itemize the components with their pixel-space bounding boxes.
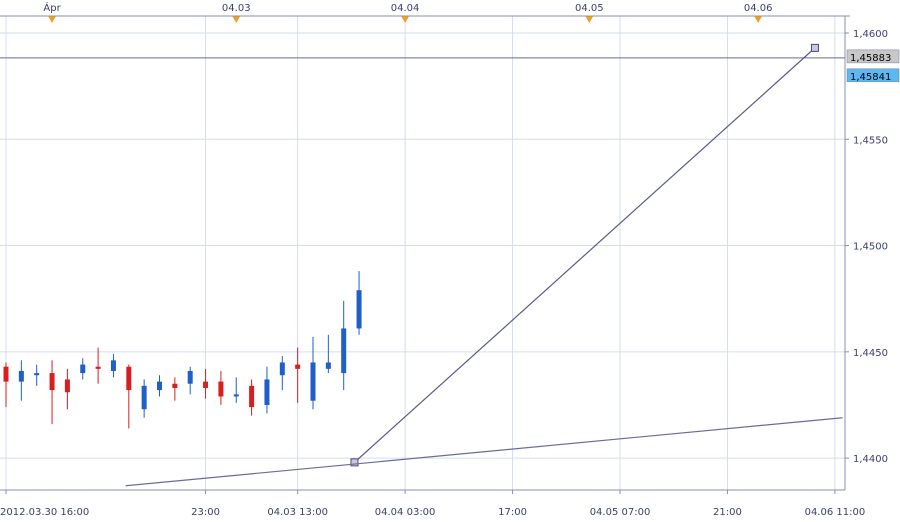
trendline-handle bbox=[810, 43, 819, 52]
candle-body bbox=[95, 366, 101, 369]
axes bbox=[0, 15, 850, 494]
candle-body bbox=[279, 362, 285, 376]
day-marker-triangle bbox=[48, 16, 57, 23]
price-tick-label: 1,4450 bbox=[853, 348, 888, 359]
candle-body bbox=[249, 385, 255, 408]
candle-body bbox=[49, 373, 55, 391]
day-marker-label: 04.06 bbox=[744, 3, 773, 14]
price-badge-text: 1,45883 bbox=[850, 53, 891, 64]
time-tick-label: 04.03 13:00 bbox=[267, 507, 328, 518]
day-marker-triangle bbox=[401, 16, 410, 23]
candle-body bbox=[141, 385, 147, 410]
trendline-handle bbox=[350, 458, 359, 467]
day-marker-triangle bbox=[585, 16, 594, 23]
candle-body bbox=[34, 373, 40, 376]
price-tick-label: 1,4400 bbox=[853, 454, 888, 465]
time-tick-label: 23:00 bbox=[191, 507, 220, 518]
price-badge-text: 1,45841 bbox=[850, 72, 891, 83]
candle-body bbox=[126, 366, 132, 391]
candle-body bbox=[3, 366, 9, 382]
candle-body bbox=[172, 383, 178, 388]
day-marker-label: 04.05 bbox=[575, 3, 604, 14]
price-tick-label: 1,4550 bbox=[853, 135, 888, 146]
day-marker-label: Ápr bbox=[43, 1, 61, 14]
candle-body bbox=[264, 379, 270, 405]
candle-body bbox=[203, 381, 209, 388]
day-marker-triangle bbox=[232, 16, 241, 23]
candle-body bbox=[295, 364, 301, 369]
price-tick-label: 1,4500 bbox=[853, 242, 888, 253]
day-marker-label: 04.04 bbox=[391, 3, 420, 14]
day-marker-label: 04.03 bbox=[222, 3, 251, 14]
candle-body bbox=[218, 381, 224, 397]
trendlines bbox=[0, 43, 845, 487]
grid bbox=[0, 16, 845, 490]
price-badges: 1,45883 1,45841 bbox=[846, 49, 900, 83]
axis-labels: 1,4400 1,4450 1,4500 1,4550 1,4600 2012.03.30… bbox=[0, 1, 888, 518]
candle-body bbox=[356, 290, 362, 329]
candle-body bbox=[310, 362, 316, 401]
candles bbox=[3, 271, 362, 429]
time-tick-label: 17:00 bbox=[498, 507, 527, 518]
candle-body bbox=[233, 394, 239, 397]
candle-body bbox=[157, 381, 162, 391]
candle-body bbox=[187, 370, 193, 384]
price-badge bbox=[846, 49, 900, 64]
time-tick-label: 04.04 03:00 bbox=[375, 507, 436, 518]
trendline bbox=[125, 417, 843, 487]
candle-body bbox=[325, 362, 331, 369]
time-tick-label: 04.05 07:00 bbox=[590, 507, 651, 518]
candle-body bbox=[80, 364, 86, 374]
price-badge bbox=[846, 68, 900, 83]
trendline bbox=[354, 47, 816, 463]
candle-body bbox=[64, 379, 70, 393]
candle-body bbox=[18, 370, 24, 382]
time-tick-label: 04.06 11:00 bbox=[805, 507, 866, 518]
time-tick-label: 21:00 bbox=[713, 507, 742, 518]
candle-body bbox=[110, 360, 116, 371]
candle-body bbox=[341, 328, 347, 374]
time-tick-label: 2012.03.30 16:00 bbox=[0, 507, 89, 518]
day-marker-triangle bbox=[754, 16, 763, 23]
price-tick-label: 1,4600 bbox=[853, 29, 888, 40]
